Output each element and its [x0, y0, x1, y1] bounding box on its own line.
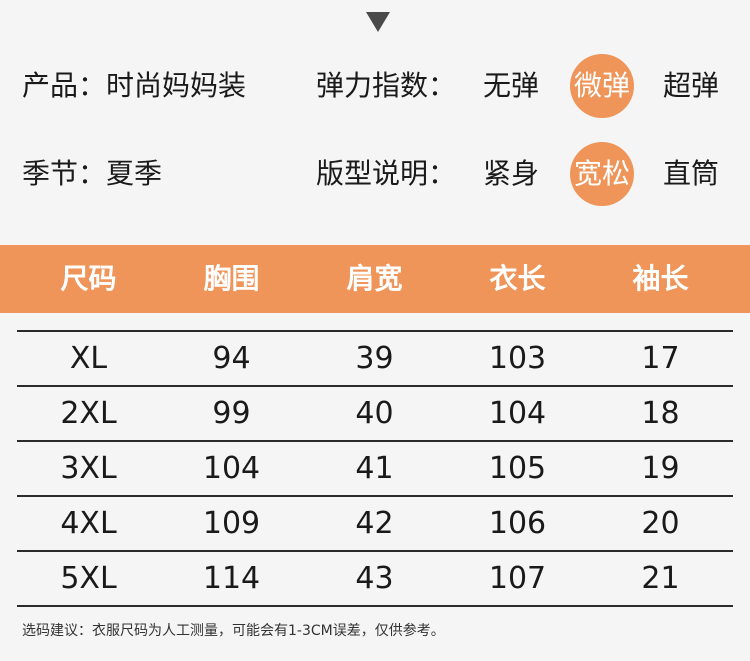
cell-sleeve: 19 — [641, 451, 680, 486]
fit-option-selected: 宽松 — [570, 142, 634, 206]
table-divider — [17, 605, 733, 607]
size-note: 选码建议：衣服尺码为人工测量，可能会有1-3CM误差，仅供参考。 — [22, 623, 445, 639]
cell-shoulder: 39 — [355, 341, 394, 376]
cell-length: 104 — [488, 396, 547, 431]
elastic-label: 弹力指数： — [316, 69, 457, 102]
cell-chest: 104 — [202, 451, 261, 486]
info-row-2: 季节：夏季 版型说明： 紧身 宽松 直筒 — [0, 142, 750, 206]
cell-sleeve: 20 — [641, 506, 680, 541]
elastic-option-super: 超弹 — [663, 69, 720, 102]
cell-length: 106 — [488, 506, 547, 541]
header-sleeve: 袖长 — [632, 262, 689, 295]
cell-chest: 94 — [212, 341, 251, 376]
fit-option-straight: 直筒 — [663, 157, 720, 190]
down-arrow-icon — [366, 12, 390, 32]
cell-chest: 114 — [202, 561, 261, 596]
cell-shoulder: 40 — [355, 396, 394, 431]
cell-shoulder: 42 — [355, 506, 394, 541]
table-row: 4XL 109 42 106 20 — [17, 496, 733, 551]
header-length: 衣长 — [489, 262, 546, 295]
cell-sleeve: 21 — [641, 561, 680, 596]
cell-chest: 99 — [212, 396, 251, 431]
fit-selected-text: 宽松 — [573, 157, 630, 190]
cell-size: 5XL — [60, 561, 117, 596]
cell-size: XL — [69, 341, 108, 376]
cell-size: 4XL — [60, 506, 117, 541]
product-label: 产品：时尚妈妈装 — [22, 69, 247, 102]
info-row-1: 产品：时尚妈妈装 弹力指数： 无弹 微弹 超弹 — [0, 54, 750, 118]
table-divider — [17, 440, 733, 442]
cell-length: 103 — [488, 341, 547, 376]
table-divider — [17, 550, 733, 552]
cell-length: 107 — [488, 561, 547, 596]
table-row: 3XL 104 41 105 19 — [17, 441, 733, 496]
table-divider — [17, 330, 733, 332]
cell-size: 2XL — [60, 396, 117, 431]
size-table-body: XL 94 39 103 17 2XL 99 40 104 18 3XL 104… — [17, 330, 733, 607]
elastic-option-none: 无弹 — [483, 69, 540, 102]
table-row: 5XL 114 43 107 21 — [17, 551, 733, 606]
cell-chest: 109 — [202, 506, 261, 541]
cell-sleeve: 17 — [641, 341, 680, 376]
cell-shoulder: 43 — [355, 561, 394, 596]
header-chest: 胸围 — [203, 262, 260, 295]
cell-sleeve: 18 — [641, 396, 680, 431]
elastic-option-selected: 微弹 — [570, 54, 634, 118]
table-divider — [17, 495, 733, 497]
season-label: 季节：夏季 — [22, 157, 163, 190]
elastic-selected-text: 微弹 — [573, 69, 630, 102]
fit-label: 版型说明： — [316, 157, 457, 190]
cell-shoulder: 41 — [355, 451, 394, 486]
header-shoulder: 肩宽 — [346, 262, 403, 295]
table-divider — [17, 385, 733, 387]
table-row: XL 94 39 103 17 — [17, 331, 733, 386]
size-table-header: 尺码 胸围 肩宽 衣长 袖长 — [0, 245, 750, 313]
fit-option-tight: 紧身 — [483, 157, 540, 190]
table-row: 2XL 99 40 104 18 — [17, 386, 733, 441]
cell-size: 3XL — [60, 451, 117, 486]
header-size: 尺码 — [60, 262, 117, 295]
cell-length: 105 — [488, 451, 547, 486]
